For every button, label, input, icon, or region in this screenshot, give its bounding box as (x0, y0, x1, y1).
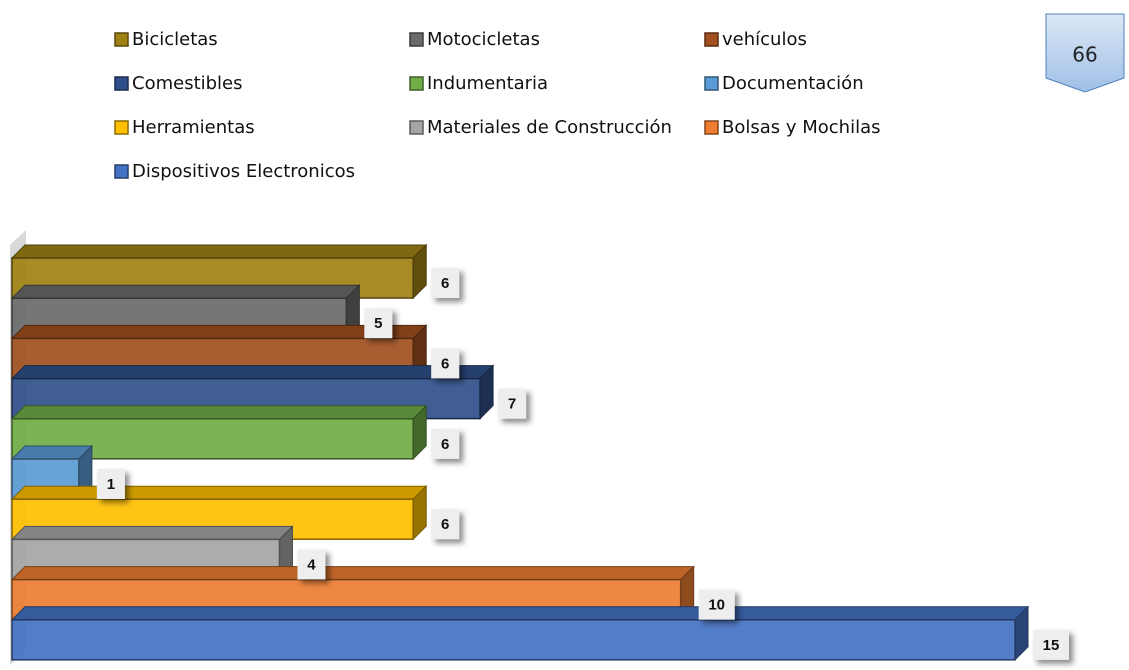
legend-label: Bolsas y Mochilas (722, 117, 881, 138)
bar-top (10, 525, 294, 540)
data-label-box (431, 428, 460, 459)
data-label: 6 (441, 436, 449, 453)
data-label-box (431, 348, 460, 379)
data-label: 6 (441, 355, 449, 372)
legend-swatch (114, 76, 129, 91)
legend-swatch (704, 76, 719, 91)
page-number-shape (1045, 13, 1125, 93)
legend-label: Documentación (722, 73, 864, 94)
legend-swatch (409, 76, 424, 91)
bar-top (10, 324, 428, 339)
bar-top (10, 606, 1030, 621)
legend-swatch (409, 120, 424, 135)
data-label: 4 (307, 556, 316, 573)
legend-swatch (114, 120, 129, 135)
data-label: 7 (508, 396, 516, 413)
legend-label: Dispositivos Electronicos (132, 161, 355, 182)
legend-label: Bicicletas (132, 29, 218, 50)
legend-label: Comestibles (132, 73, 243, 94)
legend-label: Motocicletas (427, 29, 540, 50)
data-label: 10 (708, 597, 725, 614)
data-label-box (364, 308, 393, 339)
legend-label: Indumentaria (427, 73, 548, 94)
data-label-box (297, 549, 326, 580)
data-label: 5 (374, 315, 382, 332)
data-label: 6 (441, 516, 449, 533)
bar-top (10, 365, 495, 380)
legend-swatch (114, 32, 129, 47)
bar-top (10, 284, 361, 299)
bar-top (10, 566, 695, 581)
bar-top (10, 485, 428, 500)
data-label: 1 (107, 476, 115, 493)
data-label-box (698, 589, 735, 620)
bar-top (10, 405, 428, 420)
data-label: 15 (1043, 637, 1060, 654)
legend-swatch (704, 32, 719, 47)
legend-swatch (409, 32, 424, 47)
bar-top (10, 244, 428, 259)
data-label-box (1033, 629, 1069, 660)
legend-swatch (704, 120, 719, 135)
data-label-box (96, 469, 125, 499)
legend-label: vehículos (722, 29, 807, 50)
bar-top (10, 445, 94, 460)
bar (11, 619, 1016, 661)
legend-label: Herramientas (132, 117, 255, 138)
data-label: 6 (441, 275, 449, 292)
legend-label: Materiales de Construcción (427, 117, 672, 138)
data-label-box (431, 509, 460, 540)
legend-swatch (114, 164, 129, 179)
page-number: 66 (1072, 43, 1097, 67)
data-label-box (498, 388, 527, 419)
data-label-box (431, 268, 460, 298)
